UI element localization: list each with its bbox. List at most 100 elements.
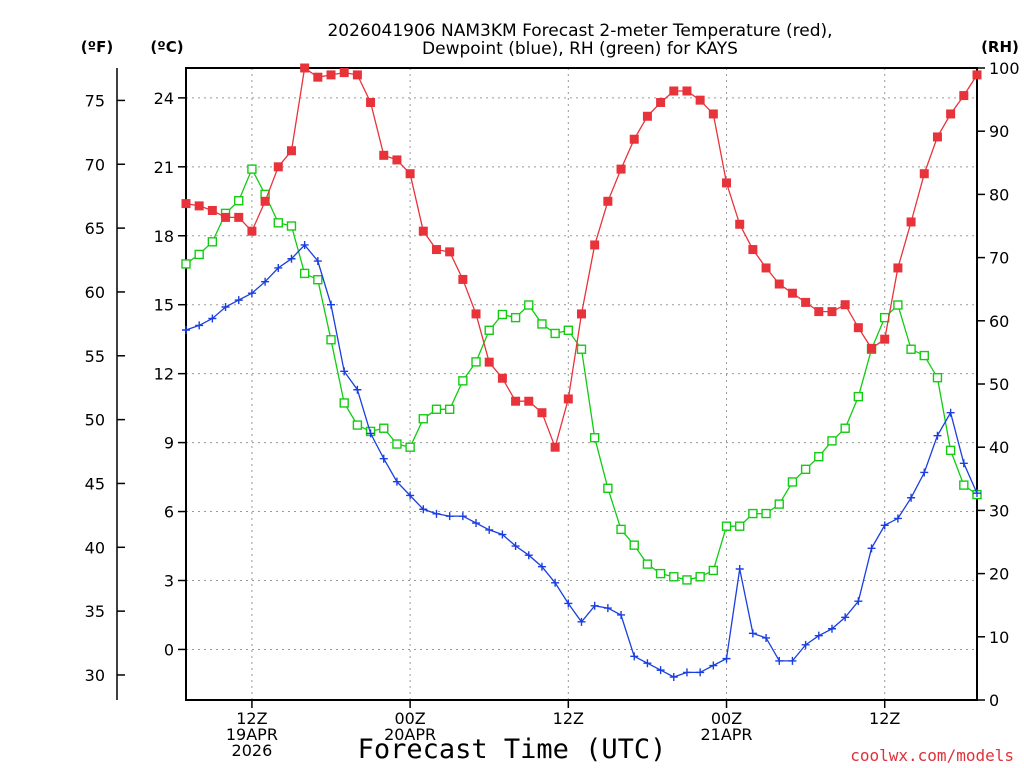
x-tick-label: 12Z <box>553 709 584 728</box>
dewpoint-point <box>722 654 731 663</box>
temperature-point <box>339 68 349 78</box>
celsius-tick-label: 9 <box>164 434 174 453</box>
rh-point <box>510 312 521 323</box>
temperature-point <box>234 212 244 222</box>
dewpoint-point <box>748 629 757 638</box>
series <box>181 63 982 682</box>
temperature-point <box>801 297 811 307</box>
rh-point <box>207 237 218 247</box>
dewpoint-point <box>801 640 810 649</box>
x-tick-label: 20APR <box>384 725 436 744</box>
temperature-point <box>458 274 468 284</box>
celsius-tick-label: 6 <box>164 503 174 522</box>
dewpoint-point <box>630 652 639 661</box>
fahrenheit-tick-label: 30 <box>85 666 105 685</box>
rh-point <box>484 325 494 335</box>
dewpoint-point <box>603 604 612 613</box>
temperature-point <box>431 245 441 255</box>
rh-point <box>787 477 798 487</box>
temperature-point <box>893 263 903 273</box>
celsius-tick-label: 24 <box>154 89 174 108</box>
temperature-point <box>787 288 797 298</box>
dewpoint-point <box>880 521 889 530</box>
temperature-point <box>827 307 837 317</box>
x-tick-label: 21APR <box>700 725 752 744</box>
temperature-point <box>919 169 929 179</box>
temperature-point <box>445 247 455 257</box>
rh-point <box>735 521 745 531</box>
temperature-point <box>313 72 323 82</box>
temperature-point <box>906 217 916 227</box>
rh-point <box>695 572 705 582</box>
rh-point <box>299 268 310 279</box>
temperature-point <box>642 111 652 121</box>
temperature-point <box>207 205 217 215</box>
dewpoint-point <box>762 633 771 642</box>
rh-point <box>339 398 349 408</box>
rh-point <box>563 325 574 335</box>
rh-tick-label: 30 <box>989 501 1009 520</box>
chart-title-line-1: 2026041906 NAM3KM Forecast 2-meter Tempe… <box>327 21 832 41</box>
temperature-point <box>761 263 771 273</box>
rh-point <box>893 300 903 310</box>
temperature-point <box>221 212 231 222</box>
dewpoint-point <box>617 610 626 619</box>
dewpoint-point <box>959 459 968 468</box>
temperature-point <box>629 134 639 144</box>
rh-point <box>497 309 508 320</box>
dewpoint-point <box>893 514 902 523</box>
temperature-point <box>286 146 296 156</box>
celsius-tick-label: 0 <box>164 640 174 659</box>
rh-point <box>392 439 402 449</box>
rh-point <box>576 344 587 354</box>
fahrenheit-tick-label: 45 <box>85 474 105 493</box>
dewpoint-point <box>498 530 507 539</box>
rh-point <box>524 300 534 310</box>
dewpoint-point <box>458 512 467 521</box>
rh-point <box>273 218 283 228</box>
rh-tick-label: 20 <box>989 565 1009 584</box>
dewpoint-point <box>537 562 546 571</box>
dewpoint-point <box>827 624 836 633</box>
rh-point <box>537 319 547 329</box>
rh-tick-label: 80 <box>989 185 1009 204</box>
temperature-point <box>247 226 257 236</box>
temperature-point <box>603 196 613 206</box>
temperature-point <box>352 70 362 80</box>
dewpoint-point <box>946 408 955 417</box>
temperature-point <box>484 357 494 367</box>
rh-tick-label: 90 <box>989 122 1009 141</box>
rh-point <box>814 451 824 462</box>
rh-point <box>616 524 626 535</box>
dewpoint-point <box>907 493 916 502</box>
credit-label: coolwx.com/models <box>850 746 1014 765</box>
fahrenheit-tick-label: 60 <box>85 283 105 302</box>
rh-point <box>550 328 560 339</box>
dewpoint-point <box>327 300 336 309</box>
celsius-unit-label: (ºC) <box>150 38 183 56</box>
dewpoint-point <box>353 385 362 394</box>
temperature-point <box>867 343 877 353</box>
dewpoint-point <box>472 519 481 528</box>
dewpoint-point <box>445 512 454 521</box>
rh-point <box>945 445 956 456</box>
celsius-tick-label: 18 <box>154 227 174 246</box>
temperature-point <box>471 309 481 319</box>
rh-tick-label: 10 <box>989 628 1009 647</box>
dewpoint-point <box>564 599 573 608</box>
dewpoint-point <box>814 631 823 640</box>
rh-point <box>405 442 415 452</box>
dewpoint-point <box>419 505 428 514</box>
dewpoint-point <box>287 254 296 263</box>
rh-tick-label: 0 <box>989 691 999 710</box>
rh-tick-label: 40 <box>989 438 1009 457</box>
dewpoint-point <box>261 277 270 286</box>
dewpoint-point <box>485 525 494 534</box>
temperature-point <box>880 334 890 344</box>
dewpoint-point <box>590 601 599 610</box>
chart-title-line-2: Dewpoint (blue), RH (green) for KAYS <box>422 39 738 59</box>
temperature-point <box>774 279 784 289</box>
celsius-tick-label: 21 <box>154 158 174 177</box>
celsius-tick-label: 15 <box>154 296 174 315</box>
fahrenheit-tick-label: 55 <box>85 347 105 366</box>
